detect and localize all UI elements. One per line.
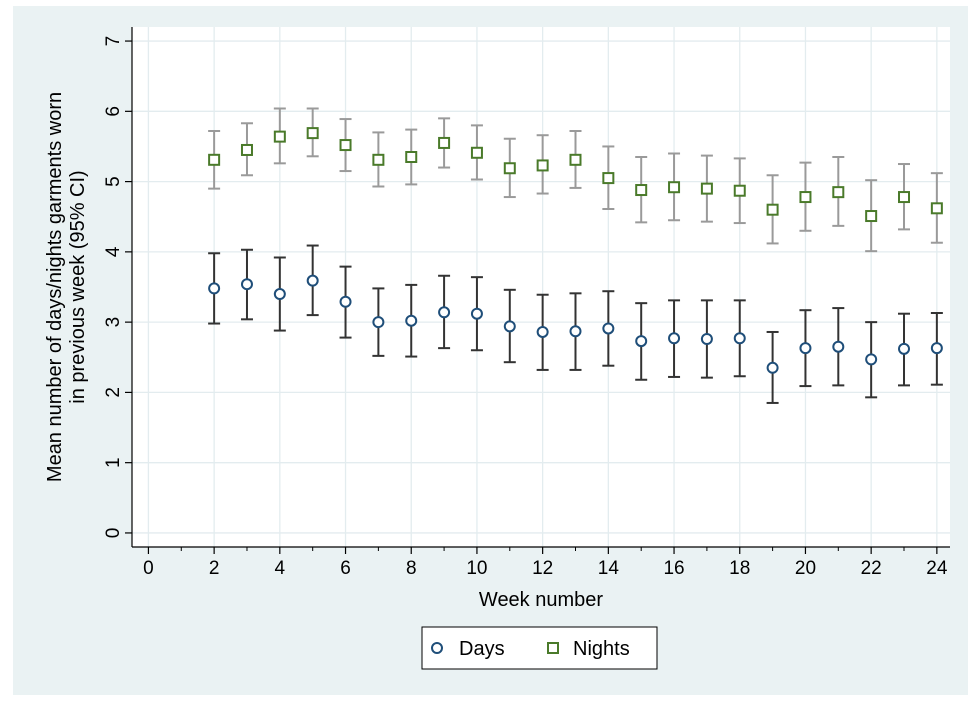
days-point — [733, 332, 746, 345]
y-axis-title-line1: Mean number of days/nights garments worn — [44, 92, 66, 482]
x-axis-title: Week number — [479, 589, 603, 611]
nights-point — [208, 153, 221, 166]
nights-point — [930, 202, 943, 215]
days-point — [438, 306, 451, 319]
legend-days-label: Days — [459, 638, 505, 660]
days-point — [865, 353, 878, 366]
days-point — [832, 340, 845, 353]
x-tick-label: 22 — [861, 558, 882, 579]
nights-point — [635, 184, 648, 197]
days-point — [700, 333, 713, 345]
plot-area — [132, 27, 950, 547]
x-tick-label: 24 — [926, 558, 948, 579]
x-tick-label: 2 — [209, 558, 220, 579]
x-tick-label: 14 — [598, 558, 620, 579]
days-point — [898, 342, 911, 355]
nights-point — [438, 136, 451, 149]
x-tick-label: 12 — [532, 558, 553, 579]
nights-point — [733, 184, 746, 197]
days-point — [240, 278, 253, 291]
y-axis-title-line2: in previous week (95% CI) — [67, 170, 89, 403]
days-point — [273, 288, 286, 301]
y-tick-label: 5 — [103, 176, 124, 187]
legend-box — [421, 626, 658, 670]
days-point — [635, 335, 648, 348]
nights-point — [898, 191, 911, 204]
nights-point — [700, 182, 713, 195]
y-tick-label: 3 — [103, 317, 124, 328]
nights-point — [536, 159, 549, 172]
nights-point — [799, 191, 812, 204]
x-tick-label: 6 — [340, 558, 351, 579]
nights-point — [503, 162, 516, 175]
days-point — [306, 274, 319, 287]
days-point — [569, 325, 582, 338]
days-point — [372, 316, 385, 329]
nights-point — [832, 186, 845, 199]
nights-point — [470, 146, 483, 159]
nights-point — [372, 153, 385, 166]
x-tick-label: 10 — [466, 558, 487, 579]
nights-point — [865, 210, 878, 223]
nights-point — [240, 143, 253, 156]
x-tick-label: 4 — [275, 558, 286, 579]
y-tick-label: 0 — [103, 528, 124, 539]
days-point — [930, 342, 943, 355]
legend-nights-marker — [547, 642, 559, 654]
days-point — [405, 314, 418, 327]
nights-point — [668, 181, 681, 194]
days-point — [503, 320, 516, 333]
y-tick-label: 1 — [103, 457, 124, 468]
days-point — [799, 342, 812, 355]
nights-point — [766, 203, 779, 216]
x-tick-label: 0 — [143, 558, 154, 579]
days-point — [766, 361, 779, 374]
data-points — [208, 127, 943, 374]
y-tick-label: 7 — [103, 36, 124, 47]
nights-point — [602, 172, 615, 185]
days-point — [536, 325, 549, 338]
nights-point — [339, 139, 352, 152]
nights-point — [306, 127, 319, 140]
nights-point — [569, 153, 582, 166]
x-tick-label: 16 — [663, 558, 684, 579]
days-point — [602, 322, 615, 335]
y-tick-label: 6 — [103, 106, 124, 117]
y-axis-title: Mean number of days/nights garments worn… — [44, 92, 89, 482]
y-tick-label: 4 — [103, 246, 124, 257]
days-point — [668, 332, 681, 345]
y-tick-label: 2 — [103, 387, 124, 398]
nights-point — [273, 130, 286, 143]
days-point — [339, 295, 352, 308]
x-tick-label: 8 — [406, 558, 417, 579]
nights-point — [405, 151, 418, 163]
x-tick-label: 18 — [729, 558, 750, 579]
legend: Days Nights — [421, 626, 658, 670]
axes — [131, 27, 950, 548]
legend-nights-label: Nights — [573, 638, 630, 660]
x-tick-label: 20 — [795, 558, 816, 579]
days-point — [470, 307, 483, 320]
days-point — [208, 282, 221, 295]
legend-days-marker — [431, 642, 443, 654]
